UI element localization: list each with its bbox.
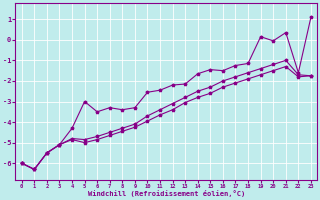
X-axis label: Windchill (Refroidissement éolien,°C): Windchill (Refroidissement éolien,°C): [88, 190, 245, 197]
